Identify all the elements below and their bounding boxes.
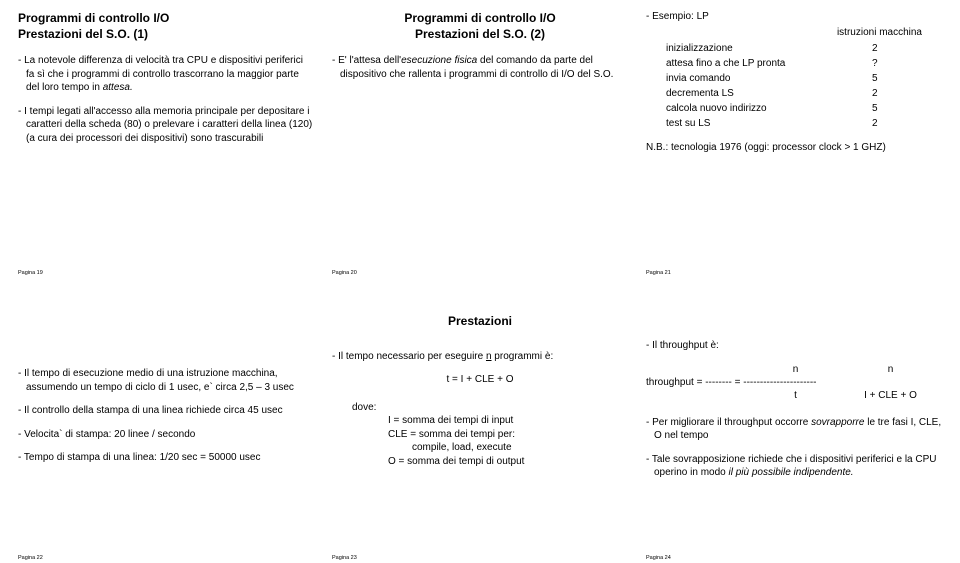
frac-d: t xyxy=(768,389,823,402)
cell-val: ? xyxy=(872,56,942,71)
title-line: Prestazioni del S.O. (1) xyxy=(18,27,148,41)
table-row: calcola nuovo indirizzo5 xyxy=(646,101,942,116)
text-italic: attesa. xyxy=(103,82,133,93)
cell-label: calcola nuovo indirizzo xyxy=(646,101,872,116)
paragraph: - Il controllo della stampa di una linea… xyxy=(18,404,314,418)
def-line: CLE = somma dei tempi per: xyxy=(332,428,628,442)
def-line: I = somma dei tempi di input xyxy=(332,414,628,428)
text-italic: il più possibile indipendente. xyxy=(729,467,854,478)
cell-val: 5 xyxy=(872,71,942,86)
cell-label: attesa fino a che LP pronta xyxy=(646,56,872,71)
table-header: istruzioni macchina xyxy=(646,26,942,40)
def-line: O = somma dei tempi di output xyxy=(332,455,628,469)
slide-19: Programmi di controllo I/O Prestazioni d… xyxy=(18,10,314,248)
title-line: Programmi di controllo I/O xyxy=(404,11,555,25)
cell-val: 2 xyxy=(872,116,942,131)
equation: t = I + CLE + O xyxy=(332,373,628,387)
paragraph: - La notevole differenza di velocità tra… xyxy=(18,54,314,95)
paragraph: - E' l'attesa dell'esecuzione fisica del… xyxy=(332,54,628,81)
slide-20: Programmi di controllo I/O Prestazioni d… xyxy=(332,10,628,248)
slide-title: Prestazioni xyxy=(332,313,628,329)
title-line: Programmi di controllo I/O xyxy=(18,11,169,25)
title-line: Prestazioni del S.O. (2) xyxy=(415,27,545,41)
page-number: Pagina 19 xyxy=(18,270,314,277)
paragraph: - Velocita` di stampa: 20 linee / second… xyxy=(18,428,314,442)
text-italic: esecuzione fisica xyxy=(401,55,477,66)
frac-n: n xyxy=(843,363,938,376)
cell-val: 5 xyxy=(872,101,942,116)
frac-d: I + CLE + O xyxy=(843,389,938,402)
paragraph: - Tale sovrapposizione richiede che i di… xyxy=(646,453,942,480)
def-line: compile, load, execute xyxy=(332,441,628,455)
label-dove: dove: xyxy=(332,401,628,415)
cell-label: invia comando xyxy=(646,71,872,86)
slide-21: - Esempio: LP istruzioni macchina inizia… xyxy=(646,10,942,248)
cell-label: inizializzazione xyxy=(646,41,872,56)
page-number: Pagina 21 xyxy=(646,270,942,277)
table-row: attesa fino a che LP pronta? xyxy=(646,56,942,71)
text: - Il tempo necessario per eseguire xyxy=(332,351,486,362)
page-number: Pagina 24 xyxy=(646,555,942,562)
text: - E' l'attesa dell' xyxy=(332,55,401,66)
paragraph: - Il throughput è: xyxy=(646,339,942,353)
slide-23: Prestazioni - Il tempo necessario per es… xyxy=(332,313,628,533)
slide-title: Programmi di controllo I/O Prestazioni d… xyxy=(18,10,314,42)
frac-n: n xyxy=(768,363,823,376)
fraction: n n throughput = -------- = ------------… xyxy=(646,363,942,402)
page-number: Pagina 23 xyxy=(332,555,628,562)
note: N.B.: tecnologia 1976 (oggi: processor c… xyxy=(646,141,942,155)
text: programmi è: xyxy=(492,351,554,362)
example-head: - Esempio: LP xyxy=(646,10,942,24)
cell-label: test su LS xyxy=(646,116,872,131)
table-row: invia comando5 xyxy=(646,71,942,86)
slide-title: Programmi di controllo I/O Prestazioni d… xyxy=(332,10,628,42)
page-number: Pagina 22 xyxy=(18,555,314,562)
cell-val: 2 xyxy=(872,41,942,56)
cell-val: 2 xyxy=(872,86,942,101)
text: - La notevole differenza di velocità tra… xyxy=(18,55,303,93)
paragraph: - I tempi legati all'accesso alla memori… xyxy=(18,105,314,146)
text-italic: sovrapporre xyxy=(811,417,864,428)
paragraph: - Il tempo necessario per eseguire n pro… xyxy=(332,350,628,364)
cell-label: decrementa LS xyxy=(646,86,872,101)
instruction-table: inizializzazione2 attesa fino a che LP p… xyxy=(646,41,942,131)
paragraph: - Per migliorare il throughput occorre s… xyxy=(646,416,942,443)
page-number: Pagina 20 xyxy=(332,270,628,277)
table-row: test su LS2 xyxy=(646,116,942,131)
table-row: decrementa LS2 xyxy=(646,86,942,101)
text: - Per migliorare il throughput occorre xyxy=(646,417,811,428)
table-row: inizializzazione2 xyxy=(646,41,942,56)
paragraph: - Tempo di stampa di una linea: 1/20 sec… xyxy=(18,451,314,465)
frac-line: throughput = -------- = ----------------… xyxy=(646,376,942,389)
text: - I tempi legati all'accesso alla memori… xyxy=(18,106,312,144)
slide-24: - Il throughput è: n n throughput = ----… xyxy=(646,313,942,533)
slide-22: - Il tempo di esecuzione medio di una is… xyxy=(18,313,314,533)
paragraph: - Il tempo di esecuzione medio di una is… xyxy=(18,367,314,394)
